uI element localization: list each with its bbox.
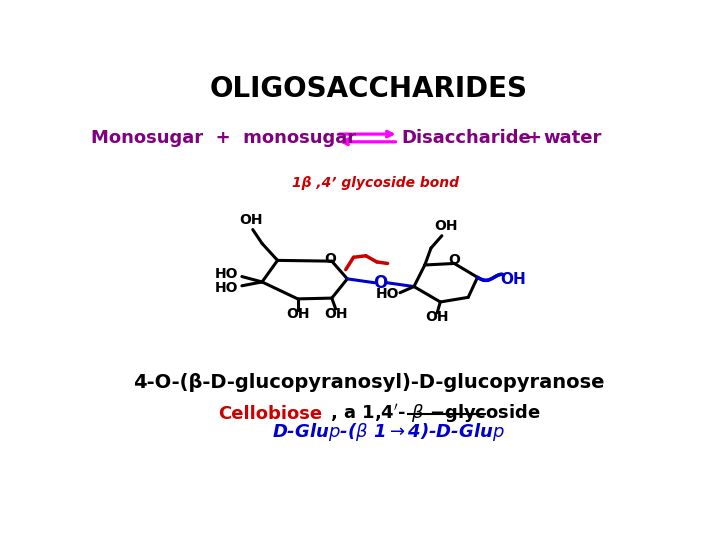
Text: water: water <box>543 129 601 147</box>
Text: OH: OH <box>426 310 449 325</box>
Text: O: O <box>374 274 388 292</box>
Text: , a 1,4$'$- $\beta$ $-$glycoside: , a 1,4$'$- $\beta$ $-$glycoside <box>330 402 541 425</box>
Text: OH: OH <box>500 272 526 287</box>
Text: OH: OH <box>240 213 263 227</box>
Text: Cellobiose: Cellobiose <box>217 404 322 423</box>
Text: Disaccharide: Disaccharide <box>401 129 531 147</box>
Text: OLIGOSACCHARIDES: OLIGOSACCHARIDES <box>210 76 528 104</box>
Text: HO: HO <box>215 281 238 295</box>
Text: D-Glu$p$-($\beta$ 1$\rightarrow$4)-D-Glu$p$: D-Glu$p$-($\beta$ 1$\rightarrow$4)-D-Glu… <box>272 421 505 443</box>
Text: O: O <box>324 252 336 266</box>
Text: HO: HO <box>215 267 238 281</box>
Text: HO: HO <box>376 287 400 301</box>
Text: 1β ,4’ glycoside bond: 1β ,4’ glycoside bond <box>292 176 459 190</box>
Text: 4-O-(β-D-glucopyranosyl)-D-glucopyranose: 4-O-(β-D-glucopyranosyl)-D-glucopyranose <box>133 373 605 392</box>
Text: OH: OH <box>434 219 457 233</box>
Text: Monosugar  +  monosugar: Monosugar + monosugar <box>91 129 356 147</box>
Text: OH: OH <box>324 307 348 321</box>
Text: OH: OH <box>286 307 310 321</box>
Text: O: O <box>449 253 460 267</box>
Text: +: + <box>526 129 541 147</box>
